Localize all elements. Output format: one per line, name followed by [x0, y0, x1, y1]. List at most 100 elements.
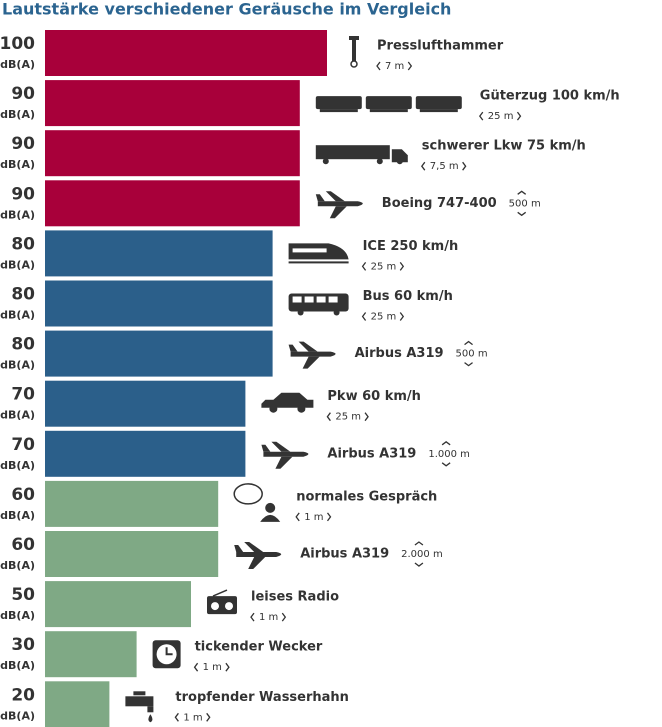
bar — [45, 30, 327, 76]
icon — [207, 589, 237, 615]
value-label: 30 — [11, 635, 35, 655]
distance-label: 500 m — [456, 349, 488, 360]
distance-arrow — [414, 562, 424, 567]
distance-arrow — [326, 512, 332, 522]
value-label: 70 — [11, 385, 35, 405]
distance-arrow — [517, 190, 527, 195]
icon-part — [415, 96, 462, 110]
unit-label: dB(A) — [0, 58, 35, 71]
bar — [45, 130, 300, 177]
distance-arrow — [326, 412, 331, 422]
icon-part — [292, 296, 302, 303]
distance-arrow — [225, 662, 230, 672]
icon-part — [350, 60, 358, 68]
bar — [45, 581, 191, 628]
icon-part — [391, 149, 408, 163]
unit-label: dB(A) — [0, 309, 35, 322]
icon-part — [261, 444, 271, 452]
icon-part — [365, 96, 412, 110]
value-label: 80 — [11, 335, 35, 355]
value-label: 20 — [11, 685, 35, 705]
distance-arrow — [281, 612, 287, 622]
value-label: 60 — [11, 485, 35, 505]
distance-label: 7,5 m — [430, 161, 459, 172]
distance-label: 1 m — [203, 662, 222, 673]
icon-part — [396, 158, 403, 165]
distance-arrow — [361, 262, 367, 271]
distance-label: 25 m — [488, 111, 514, 122]
distance-arrow — [407, 61, 413, 71]
distance-label: 25 m — [371, 312, 397, 323]
value-label: 90 — [11, 84, 35, 104]
unit-label: dB(A) — [0, 359, 35, 372]
unit-label: dB(A) — [0, 208, 35, 221]
icon-part — [275, 456, 293, 469]
icon-part — [233, 483, 263, 505]
category-label: Airbus A319 — [327, 446, 416, 461]
bar — [45, 180, 300, 227]
distance-arrow — [174, 712, 179, 722]
distance-arrow — [441, 462, 451, 467]
icon-part — [292, 248, 327, 253]
value-label: 90 — [11, 184, 35, 204]
distance-label: 1 m — [259, 612, 278, 623]
category-label: tickender Wecker — [195, 640, 323, 655]
distance-label: 1 m — [304, 512, 323, 523]
category-label: Pkw 60 km/h — [327, 389, 421, 404]
unit-label: dB(A) — [0, 258, 35, 271]
unit-label: dB(A) — [0, 459, 35, 472]
distance-arrow — [361, 312, 367, 321]
distance-arrow — [462, 161, 467, 171]
icon — [152, 640, 181, 669]
icon-part — [125, 696, 154, 707]
icon-part — [328, 296, 338, 303]
value-label: 80 — [11, 234, 35, 254]
icon-part — [315, 194, 325, 202]
distance-arrow — [376, 61, 381, 71]
icon-part — [319, 109, 358, 113]
icon-part — [333, 309, 340, 316]
category-label: schwerer Lkw 75 km/h — [422, 139, 586, 154]
icon-part — [165, 647, 173, 656]
category-label: leises Radio — [251, 590, 339, 605]
distance-label: 25 m — [371, 261, 397, 272]
unit-label: dB(A) — [0, 108, 35, 121]
distance-label: 7 m — [385, 61, 404, 72]
distance-label: 1 m — [183, 712, 202, 723]
distance-arrow — [478, 111, 484, 121]
bar — [45, 80, 300, 127]
icon-part — [244, 542, 264, 552]
distance-label: 1.000 m — [428, 449, 470, 460]
distance-arrow — [399, 262, 405, 271]
icon-part — [297, 404, 306, 413]
distance-arrow — [420, 161, 426, 171]
category-label: ICE 250 km/h — [363, 239, 459, 254]
chart-title: Lautstärke verschiedener Geräusche im Ve… — [2, 0, 451, 19]
category-label: Güterzug 100 km/h — [480, 89, 620, 104]
icon-part — [225, 602, 233, 611]
icon-part — [352, 39, 356, 61]
icon — [315, 145, 408, 165]
distance-label: 25 m — [335, 412, 361, 423]
icon-part — [298, 341, 318, 352]
bar — [45, 380, 246, 427]
icon-part — [322, 158, 329, 165]
icon-part — [349, 36, 359, 40]
category-label: Presslufthammer — [377, 39, 504, 54]
distance-arrow — [441, 440, 451, 446]
icon — [288, 243, 349, 264]
icon-part — [261, 392, 314, 408]
icon-part — [133, 691, 146, 696]
icon-part — [316, 296, 326, 303]
unit-label: dB(A) — [0, 609, 35, 622]
icon-part — [269, 404, 278, 413]
icon — [349, 36, 359, 68]
icon-part — [147, 706, 154, 713]
icon-part — [212, 589, 228, 597]
icon-part — [265, 502, 276, 513]
bar — [45, 531, 219, 577]
icon — [288, 341, 336, 369]
unit-label: dB(A) — [0, 158, 35, 171]
icon-part — [271, 441, 291, 452]
